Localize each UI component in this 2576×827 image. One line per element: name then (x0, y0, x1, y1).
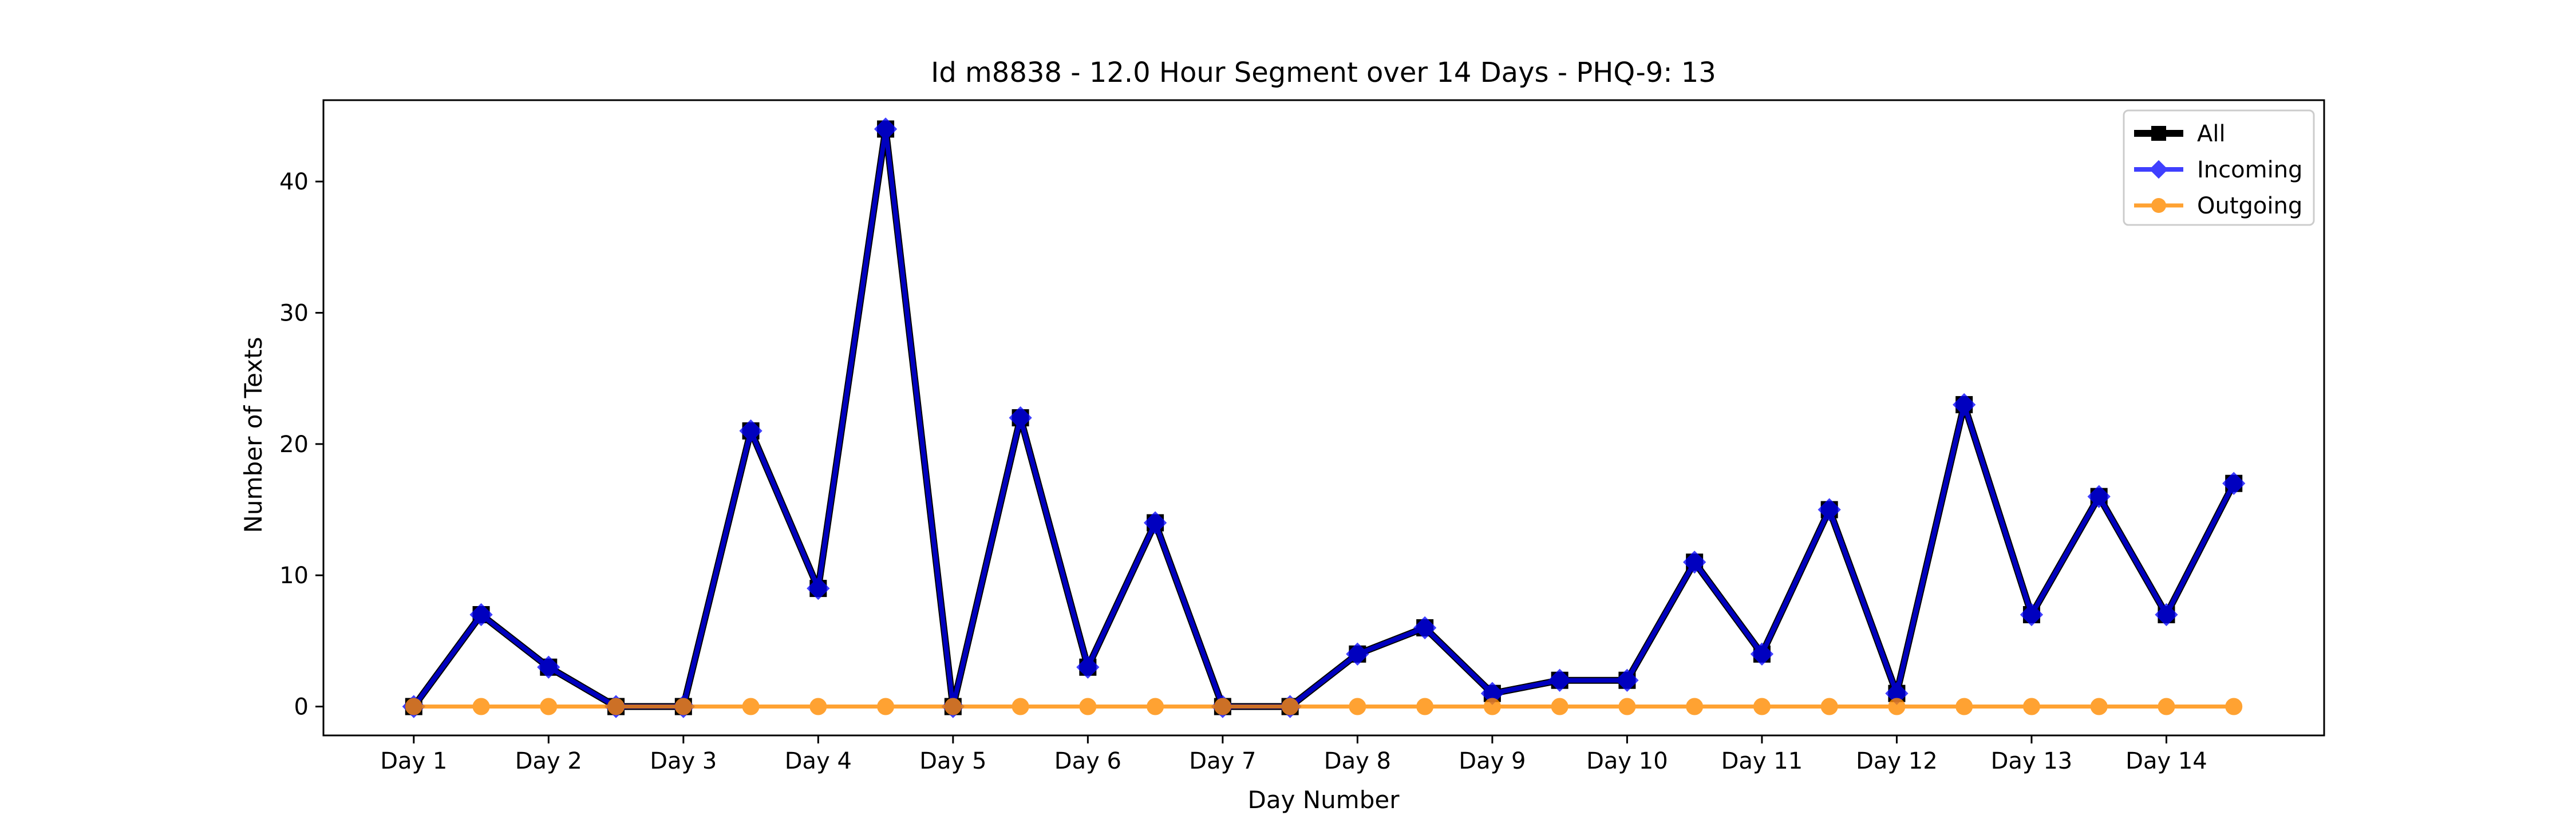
data-point (739, 419, 762, 443)
data-point (2225, 698, 2243, 715)
data-point (1750, 642, 1774, 666)
legend-marker (2149, 160, 2168, 179)
y-tick-label: 10 (279, 563, 309, 589)
data-point (472, 698, 490, 715)
data-point (1955, 698, 1973, 715)
x-tick-label: Day 10 (1586, 748, 1668, 774)
y-tick-label: 20 (279, 432, 309, 458)
data-point (1076, 655, 1100, 679)
data-point (1214, 698, 1231, 715)
data-point (1012, 698, 1029, 715)
legend-marker (2151, 198, 2166, 213)
data-point (809, 698, 827, 715)
data-point (1820, 698, 1838, 715)
legend-entry (2134, 198, 2183, 213)
y-tick-label: 30 (279, 300, 309, 327)
legend-marker (2151, 126, 2166, 141)
data-point (944, 698, 962, 715)
legend-entry (2134, 160, 2183, 179)
data-point (1551, 698, 1568, 715)
legend-label: Incoming (2197, 157, 2302, 183)
plot-area-frame (322, 99, 2325, 737)
data-point (2155, 603, 2178, 627)
data-point (2158, 698, 2175, 715)
x-tick-label: Day 5 (919, 748, 986, 774)
data-point (2222, 472, 2246, 495)
data-point (1483, 698, 1501, 715)
chart-title: Id m8838 - 12.0 Hour Segment over 14 Day… (931, 57, 1716, 89)
legend-label: Outgoing (2197, 193, 2302, 219)
data-point (1618, 698, 1636, 715)
y-tick-label: 40 (279, 169, 309, 195)
y-tick-label: 0 (294, 694, 309, 721)
data-point (1349, 698, 1366, 715)
legend-entry (2134, 126, 2183, 141)
x-tick-label: Day 8 (1324, 748, 1391, 774)
data-point (540, 698, 558, 715)
x-tick-label: Day 13 (1991, 748, 2073, 774)
series-line (411, 126, 2237, 709)
data-point (1416, 698, 1434, 715)
data-point (2022, 698, 2040, 715)
legend-label: All (2197, 121, 2226, 147)
data-point (1686, 698, 1704, 715)
data-point (1281, 698, 1299, 715)
data-point (1346, 642, 1369, 666)
data-point (1888, 698, 1906, 715)
data-point (874, 117, 898, 141)
data-point (1682, 551, 1706, 574)
x-tick-label: Day 2 (515, 748, 582, 774)
data-point (1413, 616, 1437, 640)
data-point (674, 698, 692, 715)
legend: All Incoming Outgoing (2123, 109, 2315, 226)
x-tick-label: Day 14 (2125, 748, 2207, 774)
data-point (1818, 498, 1841, 521)
series-outgoing (405, 698, 2243, 715)
data-point (607, 698, 625, 715)
y-axis-label: Number of Texts (239, 337, 267, 533)
x-axis-ticks: Day 1 Day 2 Day 3 Day 4 Day 5 Day 6 Day 7 Day 8… (380, 735, 2207, 774)
data-point (1753, 698, 1771, 715)
plot-marks (402, 117, 2246, 718)
x-axis-label: Day Number (1247, 786, 1400, 814)
data-point (2020, 603, 2044, 627)
data-point (807, 576, 830, 600)
x-tick-label: Day 1 (380, 748, 447, 774)
data-point (1615, 668, 1639, 692)
y-axis-ticks: 0 10 20 30 40 (279, 169, 323, 721)
data-point (1147, 698, 1164, 715)
x-tick-label: Day 4 (785, 748, 852, 774)
data-point (537, 655, 560, 679)
data-point (742, 698, 760, 715)
data-point (2087, 485, 2111, 508)
series-incoming (402, 117, 2246, 718)
data-point (405, 698, 422, 715)
data-point (1953, 393, 1976, 417)
data-point (877, 698, 895, 715)
data-point (1079, 698, 1097, 715)
x-tick-label: Day 3 (650, 748, 717, 774)
data-point (1009, 406, 1032, 430)
x-tick-label: Day 11 (1721, 748, 1803, 774)
x-tick-label: Day 12 (1856, 748, 1938, 774)
data-point (469, 603, 493, 627)
x-tick-label: Day 9 (1459, 748, 1526, 774)
data-point (2090, 698, 2108, 715)
legend-box (2123, 109, 2315, 226)
data-point (1143, 511, 1167, 535)
x-tick-label: Day 7 (1189, 748, 1256, 774)
x-tick-label: Day 6 (1054, 748, 1121, 774)
data-point (1548, 668, 1571, 692)
